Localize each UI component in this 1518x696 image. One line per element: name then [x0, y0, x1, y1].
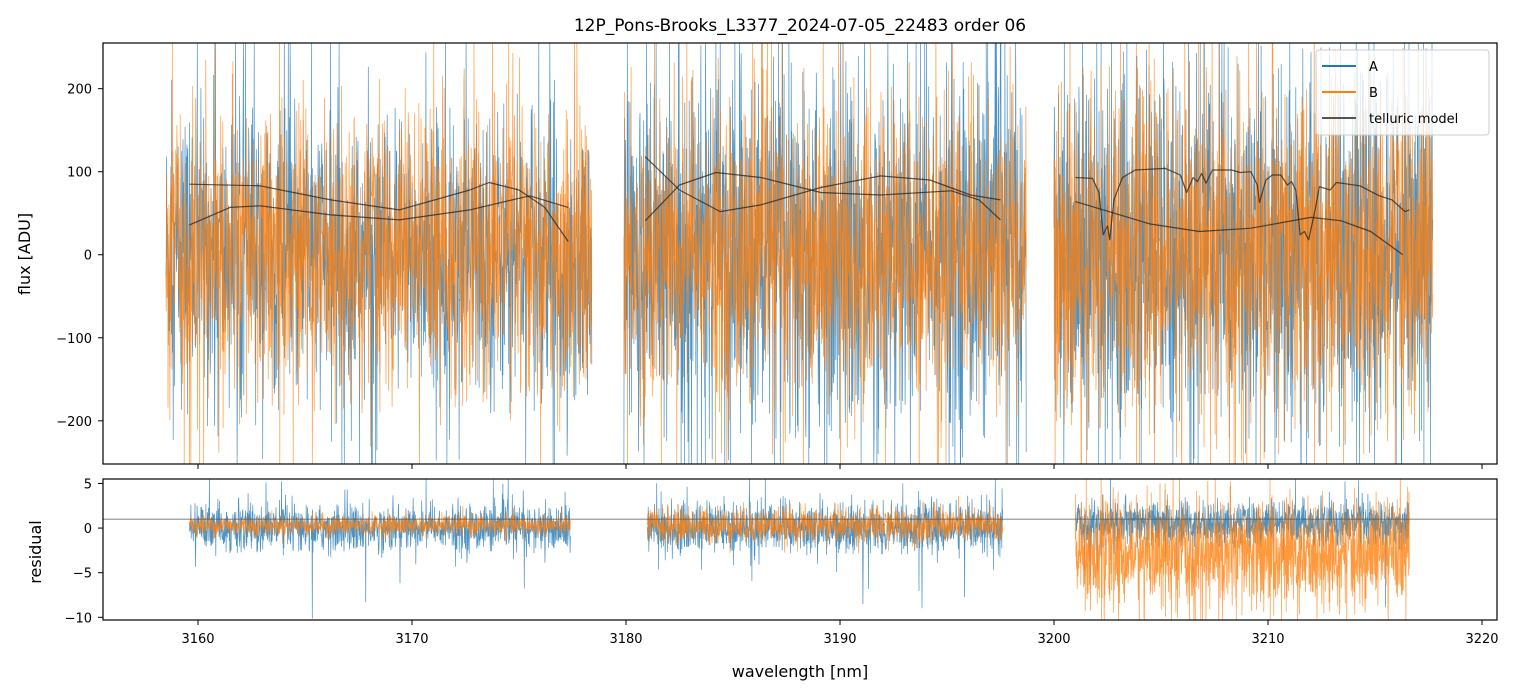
- top-ytick-label: −200: [56, 415, 92, 430]
- residual-a-segment-2: [647, 479, 1004, 609]
- top-panel-data: [165, 43, 1434, 464]
- xlabel: wavelength [nm]: [732, 662, 869, 681]
- top-ytick-label: 100: [67, 166, 92, 181]
- top-axes-frame: [102, 42, 1498, 465]
- top-ytick-label: 0: [84, 249, 92, 264]
- xtick-label: 3160: [181, 632, 214, 647]
- telluric-model-curve-4: [644, 171, 1001, 222]
- residual-a-segment-1: [189, 479, 571, 619]
- residual-ytick-label: −10: [65, 611, 92, 626]
- residual-ylabel: residual: [26, 520, 45, 583]
- residual-ytick-label: 5: [84, 477, 92, 492]
- residual-ytick-label: 0: [84, 522, 92, 537]
- telluric-model-curve-2: [189, 195, 569, 226]
- residual-panel-data: [103, 479, 1497, 620]
- series-b-segment-3: [1053, 43, 1434, 464]
- xtick-label: 3210: [1251, 632, 1284, 647]
- residual-b-segment-3: [1075, 479, 1410, 620]
- top-ylabel: flux [ADU]: [15, 213, 34, 295]
- telluric-model-curve-3: [644, 156, 1001, 213]
- xtick-label: 3220: [1465, 632, 1498, 647]
- residual-ytick-label: −5: [73, 567, 92, 582]
- residual-b-segment-2: [647, 495, 1004, 554]
- xtick-label: 3180: [609, 632, 642, 647]
- series-b-segment-2: [623, 43, 1027, 464]
- residual-b-segment-1: [189, 506, 571, 544]
- legend-label-a: A: [1369, 60, 1378, 75]
- legend-label-model: telluric model: [1369, 112, 1458, 127]
- legend-label-b: B: [1369, 86, 1378, 101]
- legend: A B telluric model: [1315, 49, 1490, 136]
- top-ytick-label: −100: [56, 332, 92, 347]
- xtick-label: 3170: [395, 632, 428, 647]
- telluric-model-curve-6: [1075, 167, 1410, 241]
- top-ytick-label: 200: [67, 83, 92, 98]
- chart-title: 12P_Pons-Brooks_L3377_2024-07-05_22483 o…: [574, 16, 1026, 36]
- xtick-label: 3200: [1037, 632, 1070, 647]
- residual-axes-frame: [102, 478, 1498, 621]
- series-b-segment-1: [165, 43, 593, 464]
- xtick-label: 3190: [823, 632, 856, 647]
- telluric-model-curve-1: [189, 181, 569, 242]
- telluric-model-curve-5: [1075, 201, 1404, 256]
